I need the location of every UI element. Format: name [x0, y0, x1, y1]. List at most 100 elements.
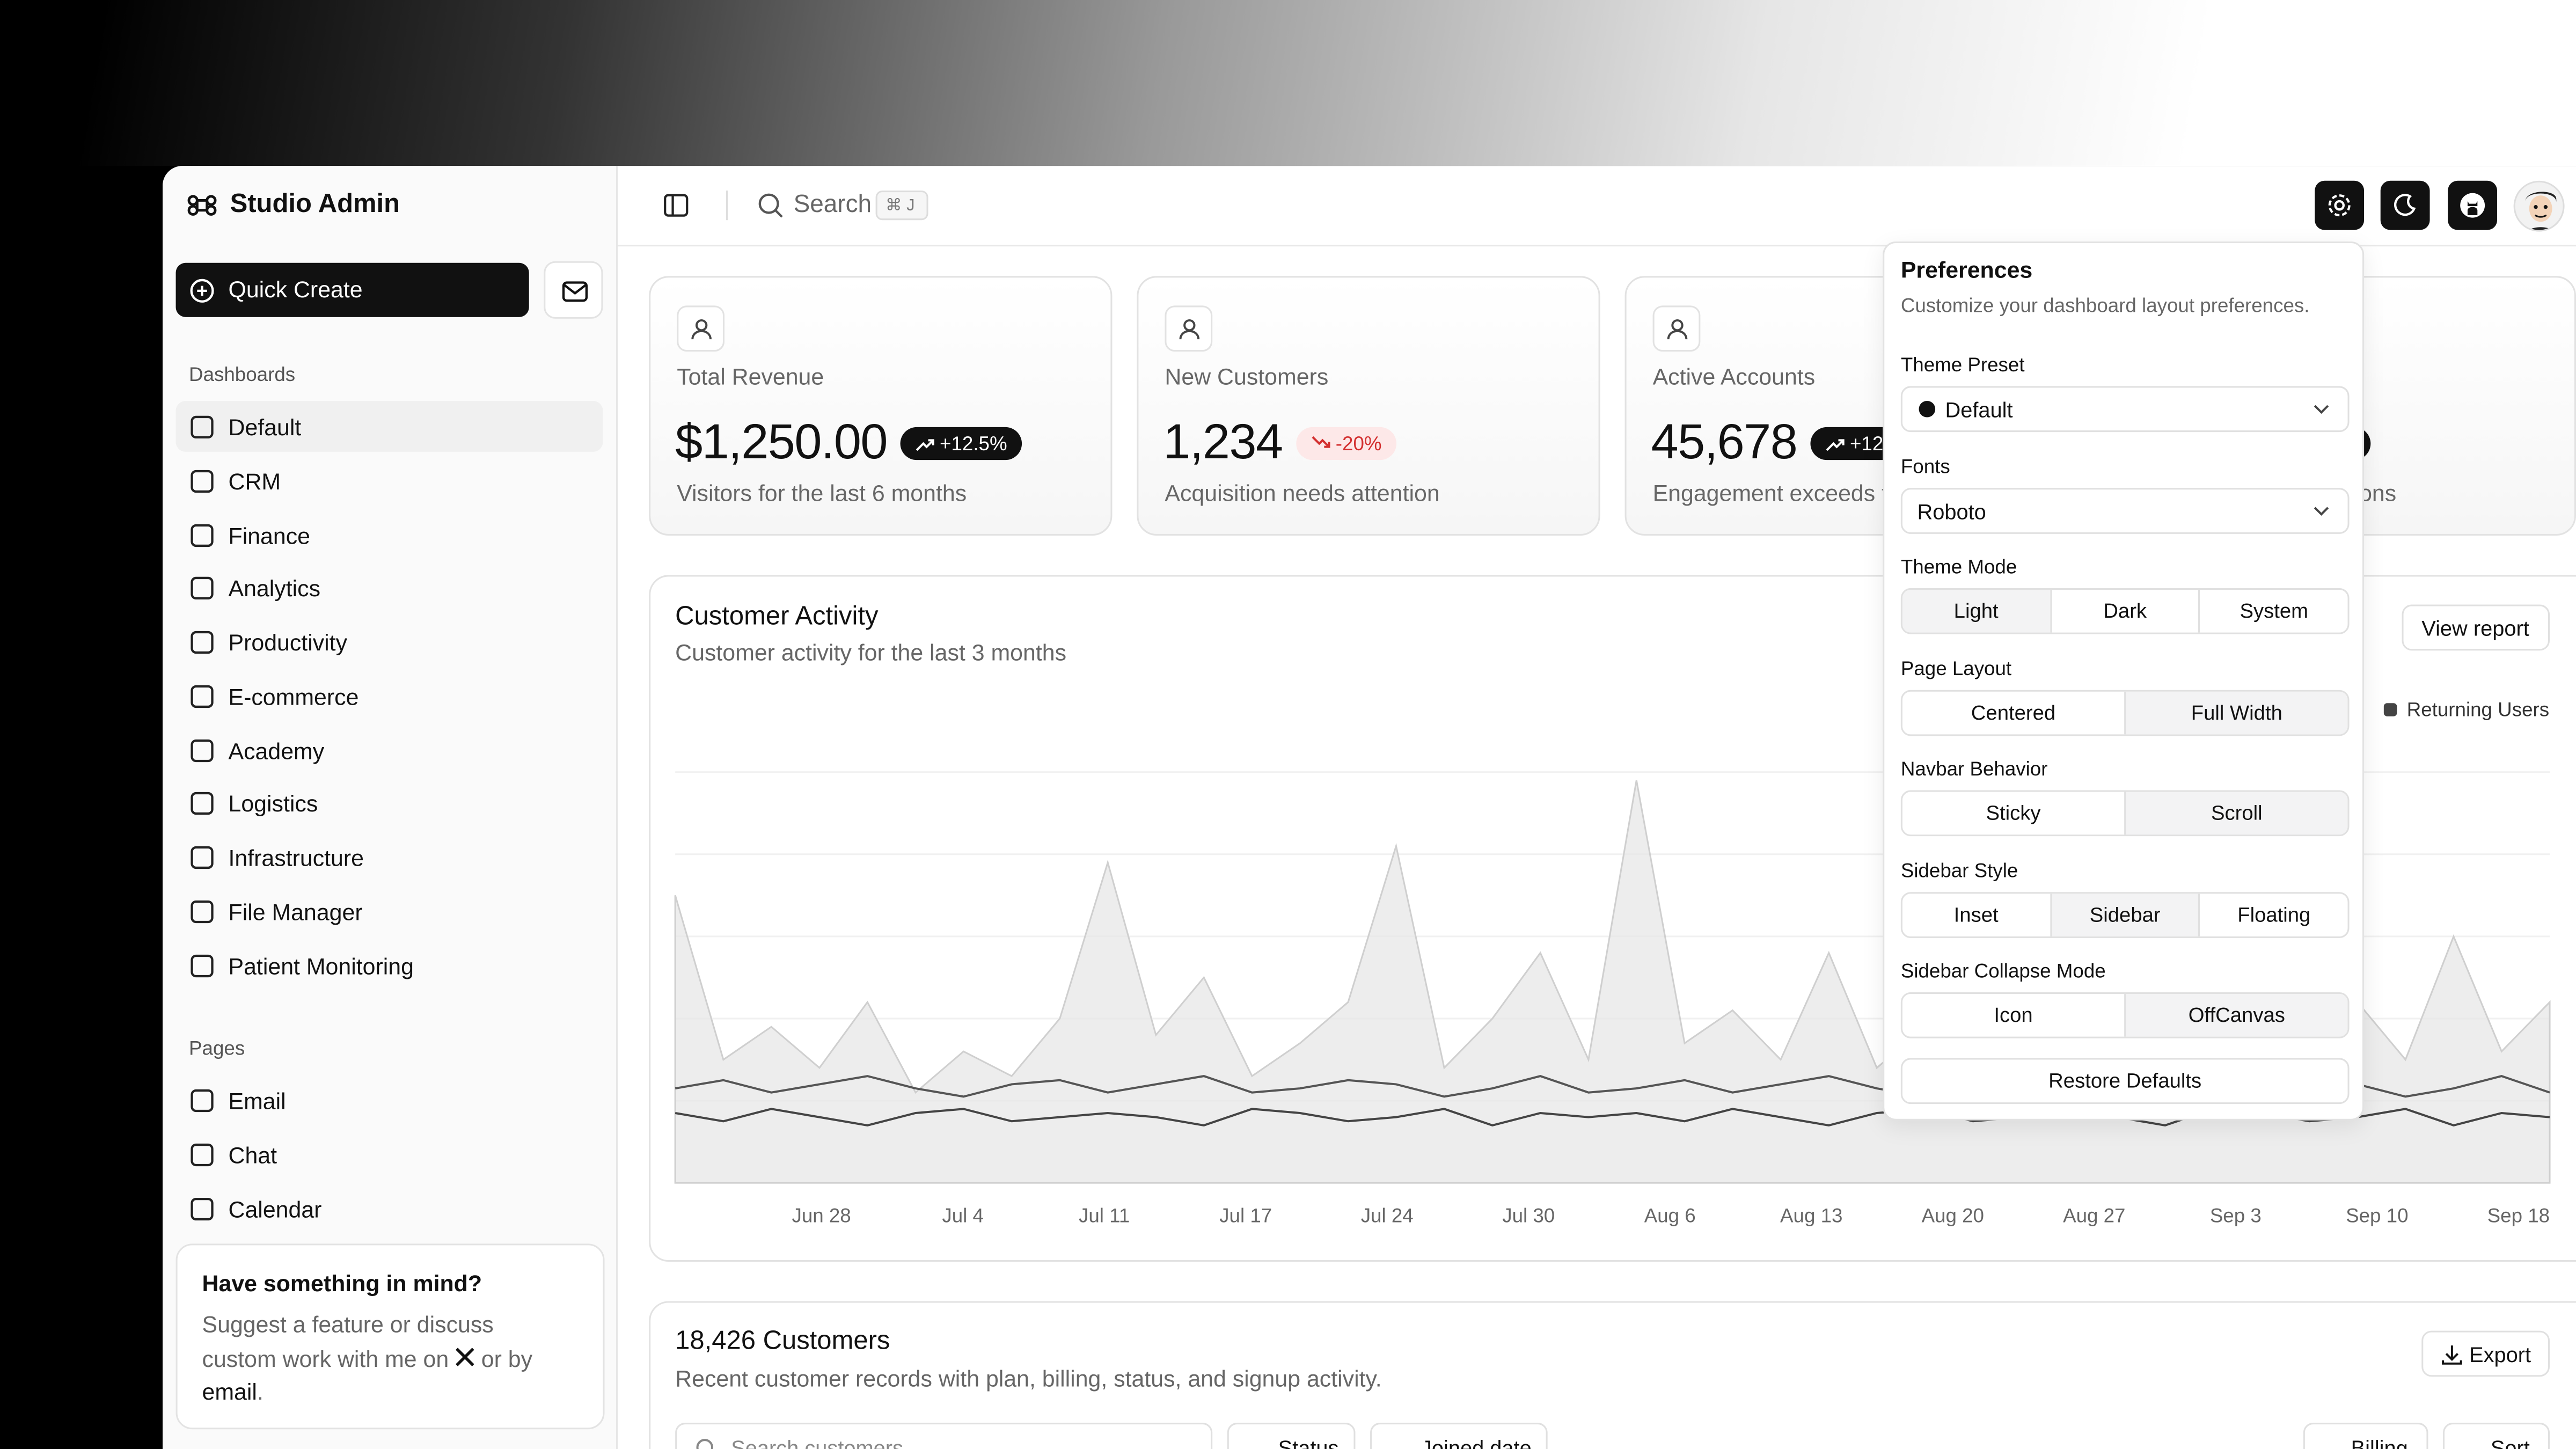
stat-card: Total Revenue $1,250.00 +12.5% Visitors for…: [649, 276, 1113, 536]
sidebar-toggle: [664, 194, 689, 217]
customers-title: 18,426 Customers: [675, 1327, 890, 1356]
customer-search[interactable]: Search customers: [675, 1423, 1213, 1449]
nav-icon: [191, 415, 214, 439]
toggle-option[interactable]: Full Width: [2124, 691, 2348, 734]
toggle-option[interactable]: System: [2198, 589, 2348, 633]
toggle-option[interactable]: Dark: [2050, 589, 2199, 633]
x-tick-label: Sep 18: [2487, 1205, 2550, 1227]
promo-card: Have something in mind? Suggest a feature…: [175, 1243, 605, 1430]
toggle-option[interactable]: Inset: [1953, 903, 1999, 926]
filter-label: Joined date: [1421, 1436, 1532, 1449]
settings-button[interactable]: [2315, 180, 2365, 230]
x-tick-label: Aug 13: [1780, 1205, 1842, 1227]
toggle-group: Centered Full Width: [1900, 689, 2350, 735]
mail-button[interactable]: [544, 261, 603, 319]
search-label[interactable]: Search: [793, 191, 872, 219]
nav-item[interactable]: Email: [228, 1087, 286, 1114]
avatar[interactable]: [2513, 180, 2565, 232]
x-icon: [456, 1346, 474, 1366]
nav-icon: [191, 1089, 214, 1113]
toggle-option[interactable]: Scroll: [2124, 792, 2348, 835]
nav-item[interactable]: Academy: [228, 736, 325, 763]
card-glyph: [1179, 319, 1200, 340]
toggle-group: Inset Sidebar Floating: [1900, 891, 2350, 938]
quick-create[interactable]: Quick Create: [175, 262, 529, 317]
action-label: Sort: [2490, 1436, 2530, 1449]
field-label: Page Layout: [1900, 656, 2012, 679]
field-label: Sidebar Collapse Mode: [1900, 959, 2106, 983]
promo-text: Suggest a feature or discuss custom work…: [202, 1308, 564, 1409]
header-border: [618, 245, 2576, 247]
card-note: Visitors for the last 6 months: [677, 479, 967, 506]
brand: Studio Admin: [230, 191, 400, 219]
trend-badge: -20%: [1296, 427, 1397, 460]
promo-end: .: [257, 1378, 264, 1405]
toggle-option[interactable]: OffCanvas: [2124, 994, 2348, 1037]
nav-item[interactable]: Calendar: [228, 1195, 322, 1222]
avatar-face: [2525, 192, 2557, 230]
nav-item[interactable]: Finance: [228, 521, 310, 548]
card-glyph: [1667, 319, 1688, 340]
nav-icon: [191, 900, 214, 923]
select[interactable]: Default: [1900, 386, 2350, 433]
nav-item[interactable]: Productivity: [228, 629, 348, 656]
x-logo: [455, 1341, 475, 1366]
view-report[interactable]: View report: [2402, 604, 2550, 651]
toggle-option[interactable]: Light: [1902, 589, 2050, 633]
nav-item[interactable]: File Manager: [228, 898, 363, 925]
header-icon: [2394, 194, 2416, 216]
select[interactable]: Roboto: [1900, 487, 2350, 533]
filter-button[interactable]: Joined date: [1370, 1423, 1548, 1449]
toggle-option[interactable]: Icon: [1994, 1004, 2033, 1027]
restore-button[interactable]: Restore Defaults: [1900, 1058, 2350, 1104]
x-tick-label: Jul 24: [1361, 1205, 1414, 1227]
toggle-option[interactable]: Sidebar: [2050, 892, 2199, 936]
field-label: Fonts: [1900, 454, 1950, 478]
select-value: Default: [1945, 397, 2013, 422]
filter-button[interactable]: Status: [1227, 1423, 1356, 1449]
toggle-option[interactable]: Floating: [2198, 892, 2348, 936]
plus-icon: [190, 279, 214, 303]
x-tick-label: Sep 3: [2210, 1205, 2262, 1227]
nav-item[interactable]: Patient Monitoring: [228, 952, 414, 978]
x-tick-label: Aug 20: [1922, 1205, 1984, 1227]
x-tick-label: Sep 10: [2346, 1205, 2408, 1227]
customers-subtitle: Recent customer records with plan, billi…: [675, 1365, 1382, 1392]
action-button[interactable]: Sort: [2443, 1423, 2550, 1449]
card-note: Acquisition needs attention: [1165, 479, 1440, 506]
theme-button[interactable]: [2380, 180, 2430, 230]
nav-item[interactable]: Infrastructure: [228, 844, 364, 871]
card-icon: [1652, 305, 1701, 352]
nav-item[interactable]: Logistics: [228, 791, 318, 817]
action-button[interactable]: Billing: [2303, 1423, 2428, 1449]
toggle-option[interactable]: Sticky: [1986, 801, 2041, 825]
github-button[interactable]: [2448, 180, 2498, 230]
nav-item[interactable]: Default: [228, 414, 302, 441]
toggle-group: Light Dark System: [1900, 588, 2350, 634]
nav-item[interactable]: CRM: [228, 467, 281, 494]
popover-subtitle: Customize your dashboard layout preferen…: [1900, 294, 2310, 317]
nav-item[interactable]: Chat: [228, 1141, 277, 1168]
card-title: Total Revenue: [677, 363, 824, 390]
toggle-option[interactable]: Centered: [1971, 700, 2056, 724]
popover-title: Preferences: [1900, 256, 2033, 283]
chevron: [2314, 405, 2329, 414]
promo-middle: or by: [481, 1344, 533, 1371]
nav-item[interactable]: E-commerce: [228, 683, 359, 709]
export-button[interactable]: Export: [2421, 1330, 2550, 1377]
legend-swatch: [2383, 703, 2397, 716]
chevron: [2314, 506, 2329, 515]
export-label: Export: [2469, 1342, 2531, 1367]
x-tick-label: Aug 6: [1644, 1205, 1696, 1227]
nav-icon: [191, 954, 214, 977]
nav-icon: [191, 470, 214, 493]
trend-badge: +12.5%: [900, 427, 1022, 460]
backdrop: [0, 0, 2576, 166]
field-label: Theme Preset: [1900, 353, 2025, 377]
active-item-bg: [175, 400, 603, 452]
promo-link[interactable]: email: [202, 1378, 257, 1405]
shortcut-label: ⌘ J: [885, 197, 915, 216]
nav-item[interactable]: Analytics: [228, 575, 321, 602]
card-icon: [1165, 305, 1213, 352]
field-label: Navbar Behavior: [1900, 757, 2048, 781]
